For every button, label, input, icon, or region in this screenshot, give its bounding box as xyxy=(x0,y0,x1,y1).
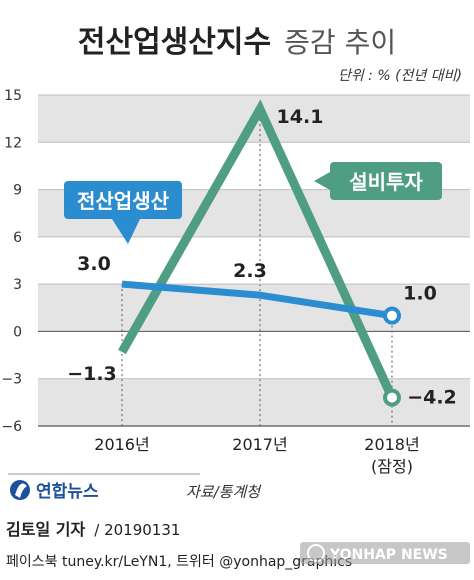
data-label: 1.0 xyxy=(403,283,437,305)
legend-callout-production: 전산업생산 xyxy=(64,181,182,244)
byline-date: / 20190131 xyxy=(94,521,180,539)
grid-band xyxy=(38,378,470,426)
byline-name: 김토일 기자 xyxy=(6,520,85,539)
y-tick-label: 3 xyxy=(13,277,22,293)
legend-label-production: 전산업생산 xyxy=(77,189,170,213)
legend-callout-investment: 설비투자 xyxy=(314,162,442,200)
y-tick-label: 9 xyxy=(13,183,22,199)
data-label: −1.3 xyxy=(67,363,117,385)
data-label: −4.2 xyxy=(407,387,457,409)
series-layer: −1.3 14.1 −4.2 3.0 2.3 1.0 xyxy=(67,99,457,409)
chart-title: 전산업생산지수 증감 추이 xyxy=(78,25,396,60)
byline: 김토일 기자 / 20190131 xyxy=(6,520,180,539)
legend-label-investment: 설비투자 xyxy=(349,170,423,194)
logo-text: 연합뉴스 xyxy=(36,481,99,502)
series-line-production xyxy=(121,280,393,320)
series-end-marker xyxy=(383,306,401,325)
watermark: YONHAP NEWS xyxy=(300,542,470,564)
social-line: 페이스북 tuney.kr/LeYN1, 트위터 @yonhap_graphic… xyxy=(6,554,352,570)
x-tick-sublabel: (잠정) xyxy=(371,457,413,476)
yonhap-logo xyxy=(10,480,30,500)
series-end-marker xyxy=(383,388,401,407)
y-tick-label: 12 xyxy=(4,135,22,151)
y-tick-label: −3 xyxy=(1,372,22,388)
y-tick-label: 15 xyxy=(4,88,22,104)
x-tick-label: 2017년 xyxy=(232,435,287,454)
y-tick-label: 6 xyxy=(13,230,22,246)
y-axis: 15 12 9 6 3 0 −3 −6 xyxy=(1,88,470,435)
x-axis-labels: 2016년 2017년 2018년 (잠정) xyxy=(94,435,419,476)
data-label: 2.3 xyxy=(233,260,267,282)
series-line-investment xyxy=(118,99,397,400)
unit-label: 단위 : % (전년 대비) xyxy=(338,68,462,84)
y-tick-label: 0 xyxy=(13,324,22,340)
x-tick-label: 2018년 xyxy=(364,435,419,454)
title-light: 증감 추이 xyxy=(284,26,396,59)
watermark-text: YONHAP NEWS xyxy=(329,547,448,563)
y-tick-label: −6 xyxy=(1,419,22,435)
x-tick-label: 2016년 xyxy=(94,435,149,454)
source-label: 자료/통계청 xyxy=(186,483,262,501)
data-label: 3.0 xyxy=(77,253,111,275)
data-label: 14.1 xyxy=(277,106,324,128)
category-guides xyxy=(121,109,393,426)
title-bold: 전산업생산지수 xyxy=(78,25,271,60)
